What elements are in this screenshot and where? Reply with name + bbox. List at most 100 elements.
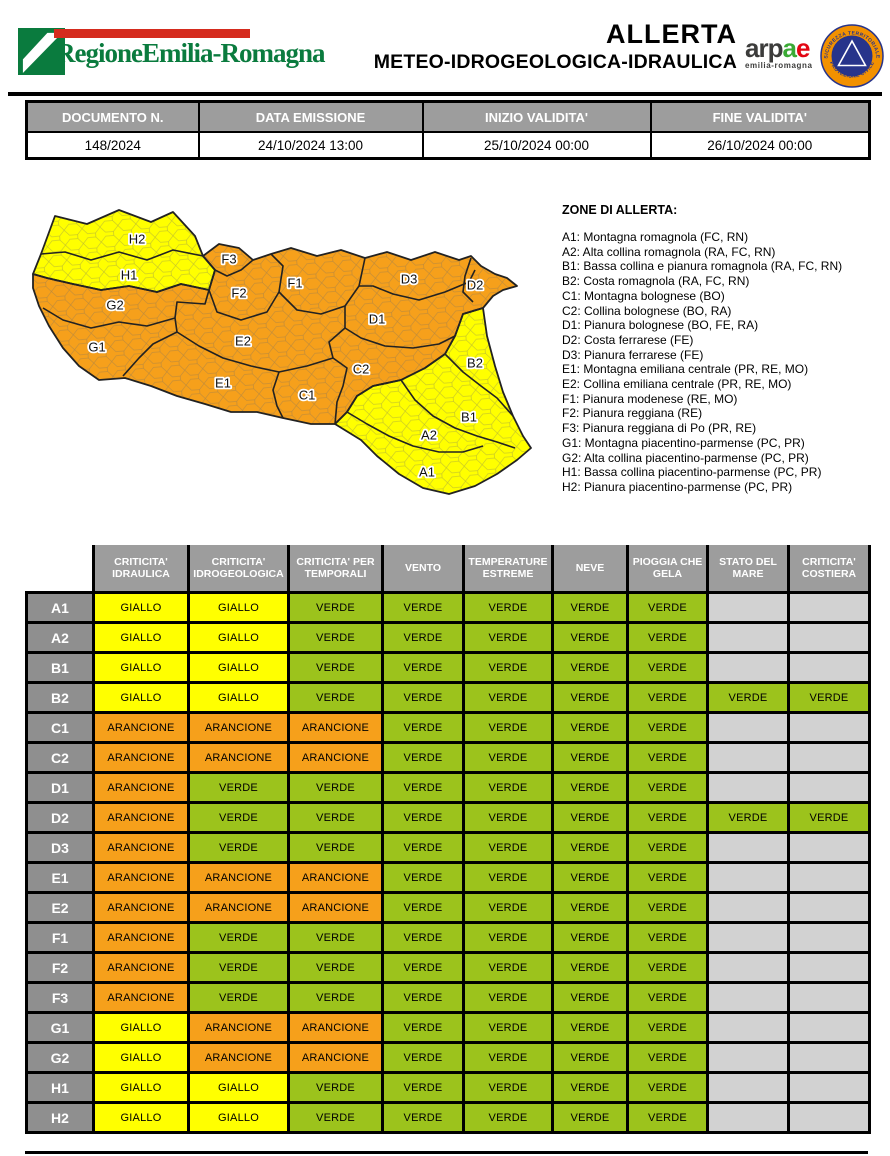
alert-cell-empty (787, 1101, 871, 1134)
alert-cell-verde: VERDE (626, 741, 709, 774)
alert-cell-verde: VERDE (551, 651, 629, 684)
map-zone-label: G2 (106, 297, 123, 312)
zone-legend: ZONE DI ALLERTA: A1: Montagna romagnola … (562, 203, 882, 495)
map-zone-label: F2 (231, 285, 246, 300)
zone-legend-item: H2: Pianura piacentino-parmense (PC, PR) (562, 479, 793, 494)
alert-cell-verde: VERDE (462, 621, 554, 654)
map-zone-border (42, 307, 176, 329)
map-zone-label: C1 (299, 387, 316, 402)
alert-cell-verde: VERDE (551, 951, 629, 984)
alert-cell-empty (787, 591, 871, 624)
alert-cell-verde: VERDE (462, 741, 554, 774)
alert-table-row: H1 GIALLO GIALLO VERDE VERDE VERDE VERDE VERDE (25, 1071, 871, 1104)
alert-cell-verde: VERDE (626, 951, 709, 984)
alert-cell-verde: VERDE (381, 741, 465, 774)
alert-row-zone-label: E1 (25, 861, 95, 894)
alert-cell-giallo: GIALLO (92, 681, 190, 714)
map-municipal-texture (33, 210, 215, 292)
alert-cell-verde: VERDE (551, 801, 629, 834)
alert-row-zone-label: F1 (25, 921, 95, 954)
alert-row-zone-label: H2 (25, 1101, 95, 1134)
alert-cell-arancione: ARANCIONE (187, 891, 290, 924)
alert-cell-verde: VERDE (381, 801, 465, 834)
map-zone-border (270, 253, 284, 293)
alert-cell-verde: VERDE (287, 831, 384, 864)
alert-cell-empty (706, 981, 790, 1014)
alert-row-zone-label: E2 (25, 891, 95, 924)
alert-cell-arancione: ARANCIONE (287, 891, 384, 924)
alert-row-zone-label: D3 (25, 831, 95, 864)
alert-row-zone-label: D1 (25, 771, 95, 804)
alert-cell-empty (706, 921, 790, 954)
alert-table-row: D1 ARANCIONE VERDE VERDE VERDE VERDE VERDE VERD… (25, 771, 871, 804)
alert-table-row: A1 GIALLO GIALLO VERDE VERDE VERDE VERDE VERDE (25, 591, 871, 624)
alert-cell-arancione: ARANCIONE (287, 1011, 384, 1044)
zone-legend-title: ZONE DI ALLERTA: (562, 203, 678, 217)
alert-cell-empty (787, 621, 871, 654)
alert-cell-verde: VERDE (462, 1041, 554, 1074)
alert-criticality-table: CRITICITA' IDRAULICA CRITICITA' IDROGEOLO… (25, 545, 871, 1134)
map-zone-border (344, 327, 456, 349)
doc-info-header-cell: INIZIO VALIDITA' (421, 100, 652, 133)
alert-row-zone-label: D2 (25, 801, 95, 834)
alert-cell-giallo: GIALLO (187, 591, 290, 624)
alert-cell-verde: VERDE (381, 1071, 465, 1104)
map-zone-label: D3 (401, 271, 418, 286)
alert-cell-arancione: ARANCIONE (287, 861, 384, 894)
alert-cell-empty (787, 741, 871, 774)
alert-cell-verde: VERDE (551, 681, 629, 714)
alert-cell-verde: VERDE (462, 711, 554, 744)
zone-legend-item: A2: Alta collina romagnola (RA, FC, RN) (562, 244, 776, 259)
alert-cell-verde: VERDE (551, 1041, 629, 1074)
alert-table-row: F2 ARANCIONE VERDE VERDE VERDE VERDE VERDE VERD… (25, 951, 871, 984)
alert-row-zone-label: F2 (25, 951, 95, 984)
alert-cell-empty (706, 951, 790, 984)
regione-emilia-romagna-logo: RegioneEmilia-Romagna (18, 26, 325, 78)
map-zone-label: E2 (235, 333, 251, 348)
alert-row-zone-label: H1 (25, 1071, 95, 1104)
alert-cell-giallo: GIALLO (92, 1071, 190, 1104)
alert-cell-verde: VERDE (187, 771, 290, 804)
zone-legend-item: F1: Pianura modenese (RE, MO) (562, 391, 738, 406)
alert-cell-arancione: ARANCIONE (287, 1041, 384, 1074)
alert-cell-verde: VERDE (462, 861, 554, 894)
alert-cell-empty (787, 1011, 871, 1044)
doc-info-header-cell: DATA EMISSIONE (197, 100, 424, 133)
alert-row-zone-label: A2 (25, 621, 95, 654)
alert-cell-verde: VERDE (551, 831, 629, 864)
alert-cell-verde: VERDE (551, 1101, 629, 1134)
map-zone-border (122, 289, 210, 377)
alert-table-row: D2 ARANCIONE VERDE VERDE VERDE VERDE VERDE VERD… (25, 801, 871, 834)
alert-cell-arancione: ARANCIONE (92, 711, 190, 744)
alert-cell-empty (706, 1011, 790, 1044)
alert-cell-verde: VERDE (462, 1101, 554, 1134)
alert-table-row: C1 ARANCIONE ARANCIONE ARANCIONE VERDE VERDE V… (25, 711, 871, 744)
alert-cell-giallo: GIALLO (187, 1101, 290, 1134)
alert-cell-verde: VERDE (551, 771, 629, 804)
alert-cell-arancione: ARANCIONE (187, 741, 290, 774)
alert-cell-verde: VERDE (626, 801, 709, 834)
zone-legend-item: B1: Bassa collina e pianura romagnola (R… (562, 259, 843, 274)
map-zone-border (208, 289, 280, 321)
alert-cell-verde: VERDE (381, 1041, 465, 1074)
alert-cell-verde: VERDE (626, 591, 709, 624)
badge-triangle-icon (837, 39, 867, 67)
alert-cell-verde: VERDE (551, 981, 629, 1014)
alert-cell-empty (706, 741, 790, 774)
map-zone-border (176, 331, 280, 373)
alert-cell-arancione: ARANCIONE (92, 861, 190, 894)
alert-cell-empty (706, 891, 790, 924)
alert-cell-verde: VERDE (381, 831, 465, 864)
alert-cell-arancione: ARANCIONE (92, 831, 190, 864)
arpae-letters-dark: arp (745, 33, 783, 63)
title-subtitle: METEO-IDROGEOLOGICA-IDRAULICA (373, 51, 737, 73)
document-info-table: DOCUMENTO N. DATA EMISSIONE INIZIO VALIDIT… (25, 100, 871, 160)
alert-table-column-header: CRITICITA' IDRAULICA (92, 545, 190, 594)
map-zone-border (40, 249, 204, 261)
alert-cell-verde: VERDE (462, 591, 554, 624)
protezione-civile-badge: SICUREZZA TERRITORIALE PROTEZIONE CIVILE (820, 24, 884, 88)
zone-legend-item: E1: Montagna emiliana centrale (PR, RE, … (562, 362, 809, 377)
alert-cell-verde: VERDE (287, 981, 384, 1014)
arpae-wordmark: arpae (745, 33, 817, 63)
alert-cell-verde: VERDE (381, 921, 465, 954)
